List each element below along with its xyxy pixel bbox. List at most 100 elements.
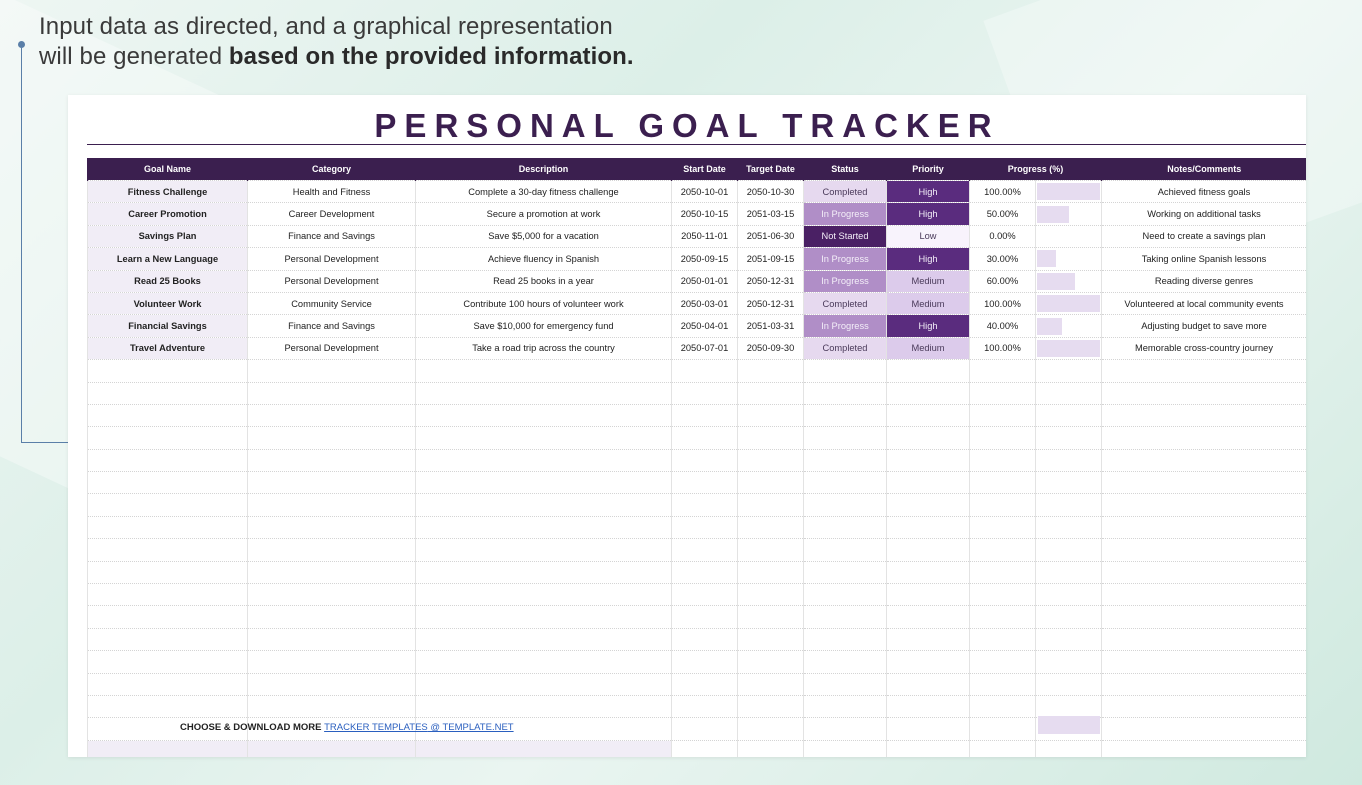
empty-cell[interactable] <box>803 538 887 562</box>
goal-name-cell[interactable]: Career Promotion <box>87 202 248 226</box>
empty-cell[interactable] <box>969 359 1036 383</box>
empty-cell[interactable] <box>1101 404 1306 428</box>
notes-cell[interactable]: Working on additional tasks <box>1101 202 1306 226</box>
empty-cell[interactable] <box>969 650 1036 674</box>
priority-cell[interactable]: Medium <box>886 270 970 293</box>
status-cell[interactable]: Completed <box>803 337 887 361</box>
category-cell[interactable]: Finance and Savings <box>247 225 416 249</box>
column-header[interactable]: Progress (%) <box>969 158 1102 181</box>
empty-cell[interactable] <box>1035 628 1102 652</box>
empty-cell[interactable] <box>247 695 416 719</box>
description-cell[interactable]: Achieve fluency in Spanish <box>415 247 672 271</box>
empty-cell[interactable] <box>1035 740 1102 757</box>
target-date-cell[interactable]: 2050-10-30 <box>737 180 804 204</box>
notes-cell[interactable]: Need to create a savings plan <box>1101 225 1306 249</box>
empty-cell[interactable] <box>803 426 887 450</box>
empty-cell[interactable] <box>886 628 970 652</box>
description-cell[interactable]: Complete a 30-day fitness challenge <box>415 180 672 204</box>
empty-cell[interactable] <box>87 628 248 652</box>
progress-bar-cell[interactable] <box>1035 225 1102 249</box>
empty-cell[interactable] <box>247 449 416 473</box>
empty-cell[interactable] <box>803 449 887 473</box>
priority-cell[interactable]: Medium <box>886 337 970 361</box>
empty-cell[interactable] <box>1101 471 1306 495</box>
progress-cell[interactable]: 100.00% <box>969 292 1036 316</box>
template-net-link[interactable]: @ TEMPLATE.NET <box>427 722 514 733</box>
empty-cell[interactable] <box>247 382 416 405</box>
empty-cell[interactable] <box>1101 516 1306 540</box>
empty-cell[interactable] <box>886 382 970 405</box>
empty-cell[interactable] <box>415 695 672 719</box>
empty-cell[interactable] <box>737 359 804 383</box>
empty-cell[interactable] <box>671 493 738 517</box>
empty-cell[interactable] <box>1101 426 1306 450</box>
empty-cell[interactable] <box>886 650 970 674</box>
empty-cell[interactable] <box>87 605 248 629</box>
empty-cell[interactable] <box>1035 426 1102 450</box>
empty-cell[interactable] <box>803 740 887 757</box>
empty-cell[interactable] <box>886 605 970 629</box>
target-date-cell[interactable]: 2050-12-31 <box>737 270 804 293</box>
empty-cell[interactable] <box>87 449 248 473</box>
priority-cell[interactable]: High <box>886 202 970 226</box>
empty-cell[interactable] <box>247 628 416 652</box>
empty-cell[interactable] <box>969 561 1036 585</box>
empty-cell[interactable] <box>737 583 804 607</box>
progress-bar-cell[interactable] <box>1035 337 1102 361</box>
empty-cell[interactable] <box>671 650 738 674</box>
empty-cell[interactable] <box>1035 538 1102 562</box>
status-cell[interactable]: Completed <box>803 292 887 316</box>
progress-bar-cell[interactable] <box>1035 292 1102 316</box>
status-cell[interactable]: In Progress <box>803 314 887 338</box>
priority-cell[interactable]: Low <box>886 225 970 249</box>
priority-cell[interactable]: High <box>886 247 970 271</box>
empty-cell[interactable] <box>247 404 416 428</box>
status-cell[interactable]: In Progress <box>803 247 887 271</box>
empty-cell[interactable] <box>803 493 887 517</box>
empty-cell[interactable] <box>671 695 738 719</box>
empty-cell[interactable] <box>1035 583 1102 607</box>
empty-cell[interactable] <box>737 471 804 495</box>
empty-cell[interactable] <box>247 493 416 517</box>
empty-cell[interactable] <box>247 605 416 629</box>
goal-name-cell[interactable]: Fitness Challenge <box>87 180 248 204</box>
empty-cell[interactable] <box>671 382 738 405</box>
empty-cell[interactable] <box>415 493 672 517</box>
empty-cell[interactable] <box>886 471 970 495</box>
empty-cell[interactable] <box>247 426 416 450</box>
empty-cell[interactable] <box>803 404 887 428</box>
empty-cell[interactable] <box>415 449 672 473</box>
empty-cell[interactable] <box>247 740 416 757</box>
empty-cell[interactable] <box>415 538 672 562</box>
progress-cell[interactable]: 50.00% <box>969 202 1036 226</box>
empty-cell[interactable] <box>1101 695 1306 719</box>
column-header[interactable]: Goal Name <box>87 158 248 181</box>
empty-cell[interactable] <box>1101 583 1306 607</box>
empty-cell[interactable] <box>969 717 1036 741</box>
category-cell[interactable]: Community Service <box>247 292 416 316</box>
start-date-cell[interactable]: 2050-10-01 <box>671 180 738 204</box>
category-cell[interactable]: Personal Development <box>247 337 416 361</box>
empty-cell[interactable] <box>803 717 887 741</box>
progress-bar-cell[interactable] <box>1035 180 1102 204</box>
start-date-cell[interactable]: 2050-03-01 <box>671 292 738 316</box>
empty-cell[interactable] <box>671 471 738 495</box>
notes-cell[interactable]: Adjusting budget to save more <box>1101 314 1306 338</box>
start-date-cell[interactable]: 2050-07-01 <box>671 337 738 361</box>
empty-cell[interactable] <box>1101 493 1306 517</box>
empty-cell[interactable] <box>1035 650 1102 674</box>
empty-cell[interactable] <box>737 382 804 405</box>
empty-cell[interactable] <box>737 695 804 719</box>
empty-cell[interactable] <box>1101 605 1306 629</box>
progress-cell[interactable]: 60.00% <box>969 270 1036 293</box>
empty-cell[interactable] <box>87 561 248 585</box>
empty-cell[interactable] <box>886 695 970 719</box>
empty-cell[interactable] <box>803 628 887 652</box>
empty-cell[interactable] <box>803 561 887 585</box>
notes-cell[interactable]: Volunteered at local community events <box>1101 292 1306 316</box>
empty-cell[interactable] <box>1101 628 1306 652</box>
category-cell[interactable]: Personal Development <box>247 270 416 293</box>
priority-cell[interactable]: High <box>886 314 970 338</box>
category-cell[interactable]: Finance and Savings <box>247 314 416 338</box>
category-cell[interactable]: Health and Fitness <box>247 180 416 204</box>
